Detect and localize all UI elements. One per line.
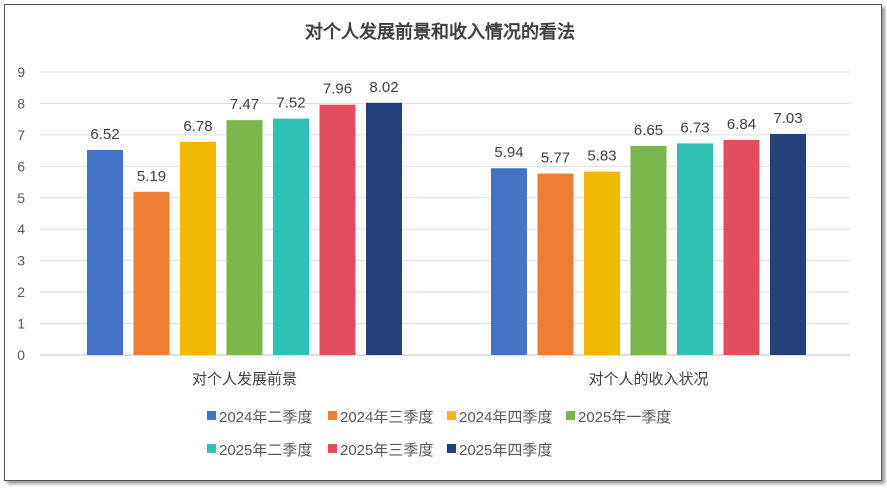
legend-swatch [328,411,337,420]
legend-swatch [207,444,216,453]
legend-item: 2025年三季度 [328,442,433,459]
data-label: 7.52 [276,95,305,112]
y-tick-label: 6 [17,158,25,174]
bar [630,145,667,355]
legend-item: 2024年四季度 [447,409,552,426]
legend-label: 2024年二季度 [219,409,312,426]
data-label: 8.02 [369,79,398,96]
data-label: 5.94 [494,144,523,161]
legend-label: 2024年三季度 [340,409,433,426]
bar [87,149,123,355]
y-tick-label: 8 [17,95,25,111]
bar [180,141,216,355]
y-tick-label: 5 [17,190,25,206]
y-tick-label: 0 [17,347,25,363]
legend-swatch [207,411,216,420]
y-tick-label: 3 [17,253,25,269]
bar [677,143,713,355]
data-label: 7.96 [323,81,352,98]
x-category-label: 对个人的收入状况 [588,371,708,388]
legend-item: 2024年三季度 [328,409,433,426]
bar [584,171,620,355]
legend-swatch [566,411,575,420]
y-tick-label: 9 [17,64,25,80]
y-tick-label: 1 [17,316,25,332]
y-tick-label: 4 [17,221,25,237]
data-label: 7.03 [773,110,802,127]
y-tick-label: 2 [17,284,25,300]
legend-item: 2025年二季度 [207,442,312,459]
data-label: 6.73 [680,119,709,136]
legend-label: 2025年四季度 [459,442,552,459]
bar [537,173,574,355]
bar [273,118,309,355]
data-label: 6.78 [183,118,212,135]
x-category-label: 对个人发展前景 [192,371,297,388]
bar [319,104,356,355]
legend-label: 2025年一季度 [578,409,671,426]
legend-swatch [447,444,456,453]
legend-item: 2025年四季度 [447,442,552,459]
bar [226,120,263,355]
legend-label: 2024年四季度 [459,409,552,426]
legend-label: 2025年三季度 [340,442,433,459]
data-label: 7.47 [230,96,259,113]
data-label: 6.84 [727,116,756,133]
legend-item: 2025年一季度 [566,409,671,426]
bar [366,102,402,355]
y-tick-label: 7 [17,127,25,143]
legend-swatch [328,444,337,453]
legend-label: 2025年二季度 [219,442,312,459]
legend-swatch [447,411,456,420]
data-label: 6.65 [634,122,663,139]
chart-title: 对个人发展前景和收入情况的看法 [305,21,575,43]
data-label: 5.83 [587,148,616,165]
legend-item: 2024年二季度 [207,409,312,426]
bar [723,139,760,355]
data-label: 5.77 [541,150,570,167]
bar [770,133,806,355]
data-label: 6.52 [90,126,119,143]
bar [133,191,170,355]
bar [491,168,527,355]
data-label: 5.19 [137,168,166,185]
